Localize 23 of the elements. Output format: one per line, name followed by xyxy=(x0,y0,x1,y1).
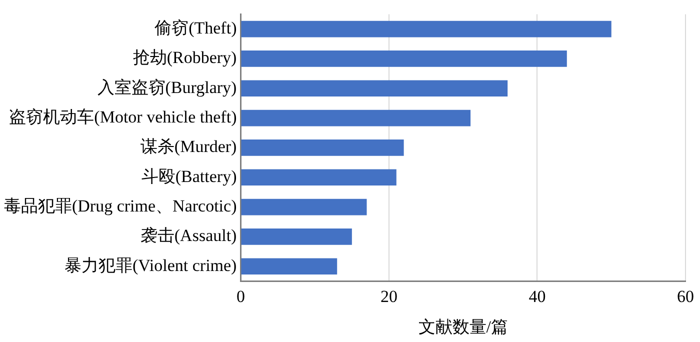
bar xyxy=(241,258,338,275)
y-tick-label: 谋杀(Murder) xyxy=(140,137,237,156)
bar xyxy=(241,140,404,156)
x-tick-label: 60 xyxy=(677,286,694,306)
y-tick-label: 袭击(Assault) xyxy=(140,226,237,246)
y-tick-label: 盗窃机动车(Motor vehicle theft) xyxy=(9,108,237,126)
bar xyxy=(241,80,508,97)
bar xyxy=(241,50,567,67)
bar xyxy=(241,198,367,216)
bar xyxy=(241,228,352,245)
y-tick-label: 偷窃(Theft) xyxy=(154,18,237,38)
bar xyxy=(241,110,471,126)
x-axis-title: 文献数量/篇 xyxy=(418,317,508,336)
y-tick-label: 入室盗窃(Burglary) xyxy=(97,78,237,97)
y-tick-label: 抢劫(Robbery) xyxy=(132,48,237,68)
y-tick-label: 毒品犯罪(Drug crime、Narcotic) xyxy=(4,196,237,216)
x-tick-label: 20 xyxy=(380,286,398,306)
x-tick-label: 40 xyxy=(528,286,546,306)
bar xyxy=(241,169,396,186)
bar xyxy=(241,20,612,38)
y-tick-label: 暴力犯罪(Violent crime) xyxy=(64,256,237,275)
x-tick-label: 0 xyxy=(236,286,245,306)
y-tick-label: 斗殴(Battery) xyxy=(141,166,237,186)
